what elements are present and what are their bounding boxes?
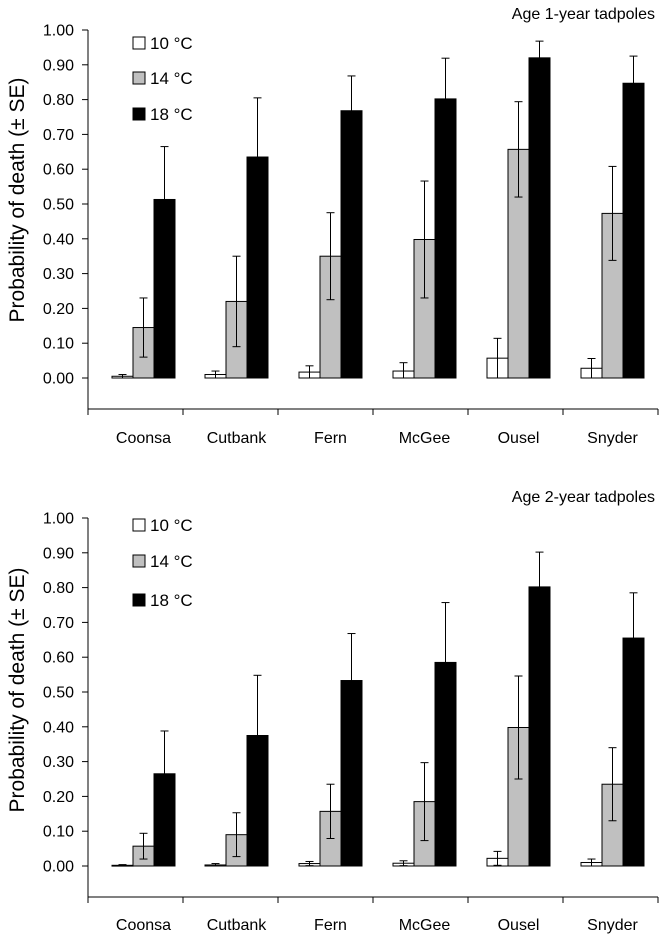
y-tick-label: 0.60	[43, 162, 74, 179]
x-category-label: Cutbank	[207, 917, 268, 934]
x-category-label: Fern	[314, 917, 347, 934]
bar	[528, 586, 551, 867]
y-tick-label: 0.70	[43, 615, 74, 632]
x-category-label: Snyder	[587, 430, 638, 447]
legend-swatch	[132, 71, 146, 85]
x-category-label: McGee	[399, 917, 451, 934]
y-tick-label: 0.70	[43, 127, 74, 144]
y-tick-label: 0.30	[43, 754, 74, 771]
y-tick-label: 0.30	[43, 266, 74, 283]
x-category-label: McGee	[399, 430, 451, 447]
y-tick-label: 0.50	[43, 197, 74, 214]
y-axis-label: Probability of death (± SE)	[6, 78, 29, 323]
legend-label: 18 °C	[150, 591, 193, 610]
chart-title: Age 2-year tadpoles	[512, 489, 655, 506]
y-tick-label: 1.00	[43, 511, 74, 528]
panel-age-2-year: Probability of death (± SE) Age 2-year ta…	[6, 489, 659, 934]
x-category-label: Snyder	[587, 917, 638, 934]
y-axis-label: Probability of death (± SE)	[6, 568, 29, 813]
x-category-label: Coonsa	[116, 430, 171, 447]
x-category-label: Ousel	[498, 430, 540, 447]
bar	[622, 82, 645, 379]
y-tick-label: 0.40	[43, 231, 74, 248]
y-tick-label: 0.20	[43, 301, 74, 318]
x-category-label: Fern	[314, 430, 347, 447]
y-tick-label: 0.90	[43, 545, 74, 562]
legend-swatch	[132, 518, 146, 532]
legend-swatch	[132, 593, 146, 607]
y-tick-label: 0.20	[43, 789, 74, 806]
legend-swatch	[132, 36, 146, 50]
legend-label: 18 °C	[150, 105, 193, 124]
y-tick-label: 0.80	[43, 580, 74, 597]
legend-swatch	[132, 554, 146, 568]
x-category-label: Ousel	[498, 917, 540, 934]
y-tick-label: 0.80	[43, 92, 74, 109]
x-category-label: Cutbank	[207, 430, 268, 447]
panel-age-1-year: Probability of death (± SE) Age 1-year ta…	[6, 6, 659, 447]
y-tick-label: 0.90	[43, 57, 74, 74]
y-tick-label: 0.00	[43, 371, 74, 388]
bar	[434, 98, 457, 379]
y-tick-label: 0.40	[43, 719, 74, 736]
legend-swatch	[132, 107, 146, 121]
bar	[340, 110, 363, 379]
y-tick-label: 0.00	[43, 859, 74, 876]
legend-label: 10 °C	[150, 516, 193, 535]
bar	[528, 57, 551, 379]
y-tick-label: 0.60	[43, 650, 74, 667]
chart-title: Age 1-year tadpoles	[512, 6, 655, 23]
y-tick-label: 0.50	[43, 685, 74, 702]
x-category-label: Coonsa	[116, 917, 171, 934]
legend-label: 14 °C	[150, 552, 193, 571]
legend-label: 10 °C	[150, 34, 193, 53]
legend-label: 14 °C	[150, 69, 193, 88]
y-tick-label: 1.00	[43, 23, 74, 40]
y-tick-label: 0.10	[43, 824, 74, 841]
y-tick-label: 0.10	[43, 336, 74, 353]
